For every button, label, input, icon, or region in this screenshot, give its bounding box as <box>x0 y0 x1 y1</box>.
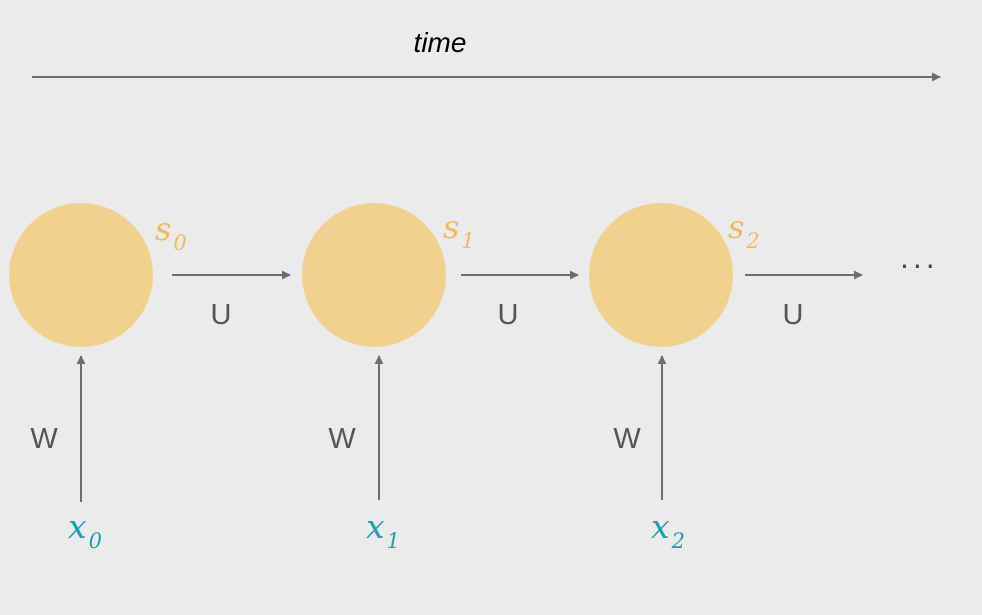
input-weight-label-2: W <box>613 423 641 455</box>
time-axis-label: time <box>414 27 467 58</box>
recurrent-weight-label-1: U <box>498 299 519 331</box>
state-label-1: s1 <box>443 208 475 253</box>
continuation-ellipsis: ··· <box>900 250 939 283</box>
input-label-1: x1 <box>366 507 400 553</box>
rnn-step-1: s1 W x1 U <box>302 203 579 553</box>
input-label-2: x2 <box>651 507 685 553</box>
input-label-0: x0 <box>68 507 102 553</box>
state-label-2: s2 <box>728 208 760 253</box>
hidden-state-node-0 <box>9 203 153 347</box>
input-weight-label-1: W <box>328 423 356 455</box>
state-label-0: s0 <box>155 210 187 255</box>
recurrent-weight-label-2: U <box>783 299 804 331</box>
hidden-state-node-2 <box>589 203 733 347</box>
hidden-state-node-1 <box>302 203 446 347</box>
rnn-step-0: s0 W x0 U <box>9 203 291 553</box>
recurrent-weight-label-0: U <box>211 299 232 331</box>
rnn-step-2: s2 W x2 U <box>589 203 863 553</box>
input-weight-label-0: W <box>30 423 58 455</box>
